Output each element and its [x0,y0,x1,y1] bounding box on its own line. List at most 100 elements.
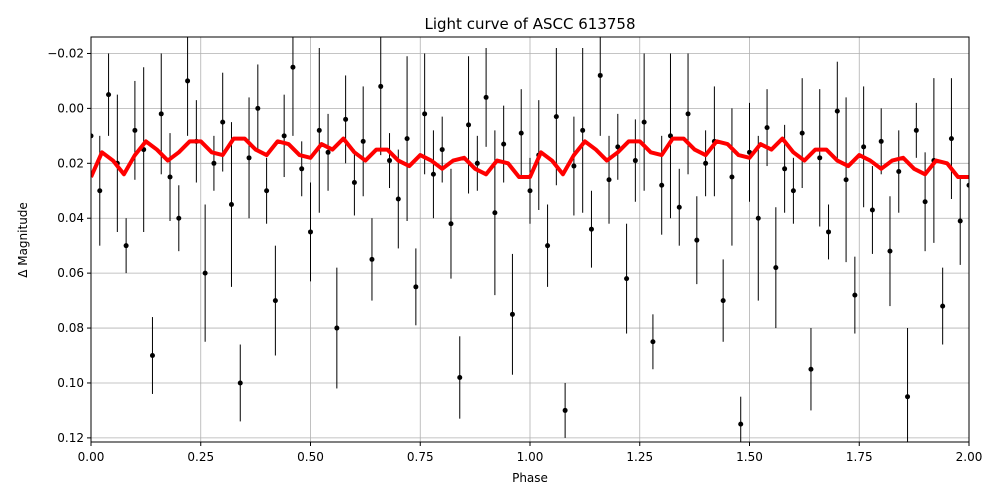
x-tick-label: 0.25 [187,450,214,464]
data-point [483,94,489,100]
data-point [351,180,357,186]
chart-title: Light curve of ASCC 613758 [425,15,636,33]
data-point [896,169,902,175]
data-point [588,226,594,232]
data-point [869,207,875,213]
data-point [422,111,428,117]
data-point [553,114,559,120]
data-point [343,116,349,122]
data-point [91,133,94,139]
data-point [255,105,261,111]
x-tick-label: 0.75 [407,450,434,464]
data-point [211,160,217,166]
data-point [474,160,480,166]
data-point [580,127,586,133]
data-point [562,407,568,413]
data-point [466,122,472,128]
data-point [641,119,647,125]
data-point [913,127,919,133]
data-point [808,366,814,372]
data-point [281,133,287,139]
data-point [290,64,296,70]
y-tick-label: −0.02 [47,46,84,60]
data-point [799,130,805,136]
plot-area [91,37,969,442]
data-point [861,144,867,150]
data-point [729,174,735,180]
axes: 0.00 0.25 0.50 0.75 1.00 1.25 1.50 1.75 2.00 −0.0… [47,46,982,464]
x-tick-label: 0.50 [297,450,324,464]
y-axis-label: Δ Magnitude [16,202,30,278]
data-point [176,215,182,221]
data-point [878,138,884,144]
x-tick-label: 1.00 [517,450,544,464]
x-tick-label: 0.00 [78,450,105,464]
data-point [782,166,788,172]
data-point [703,160,709,166]
data-point [237,380,243,386]
data-point [905,394,911,400]
data-point [378,83,384,89]
data-point [457,374,463,380]
y-tick-label: 0.12 [57,431,84,445]
data-point [571,163,577,169]
data-point [518,130,524,136]
data-point [325,149,331,155]
y-tick-label: 0.04 [57,211,84,225]
data-point [97,188,103,194]
data-point [413,284,419,290]
data-point [202,270,208,276]
data-point [922,199,928,205]
data-point [404,136,410,142]
data-point [308,229,313,235]
data-point [676,204,682,210]
data-point [834,108,840,114]
data-point [887,248,893,254]
data-point [948,136,954,142]
data-point [167,174,173,180]
data-point [492,210,498,216]
data-point [826,229,832,235]
data-point [395,196,401,202]
y-tick-label: 0.00 [57,101,84,115]
data-point [123,243,129,249]
data-point [299,166,305,172]
x-tick-label: 1.50 [736,450,763,464]
data-point [843,177,849,183]
data-point [659,182,665,188]
data-point [228,201,234,207]
data-point [957,218,963,224]
data-point [545,243,551,249]
data-point [360,138,366,144]
y-tick-label: 0.08 [57,321,84,335]
data-point [158,111,164,117]
data-point [966,182,969,188]
data-point [694,237,700,243]
data-point [527,188,533,194]
data-point [439,147,445,153]
data-point [773,265,779,271]
x-tick-label: 1.75 [846,450,873,464]
data-point [720,298,726,304]
y-tick-label: 0.02 [57,156,84,170]
data-point [132,127,138,133]
data-point [509,311,515,317]
data-point [149,353,155,359]
data-point [764,125,770,131]
data-point [632,158,638,164]
data-point [264,188,270,194]
data-point [185,78,191,84]
data-point [387,158,393,164]
data-point [852,292,858,298]
data-point [106,92,112,98]
data-point [685,111,691,117]
x-tick-label: 2.00 [956,450,983,464]
data-point [650,339,656,345]
data-point [624,276,630,282]
data-point [334,325,340,331]
x-tick-label: 1.25 [626,450,653,464]
data-point [316,127,322,133]
data-point [606,177,612,183]
model-line [91,136,969,180]
data-point [448,221,454,227]
